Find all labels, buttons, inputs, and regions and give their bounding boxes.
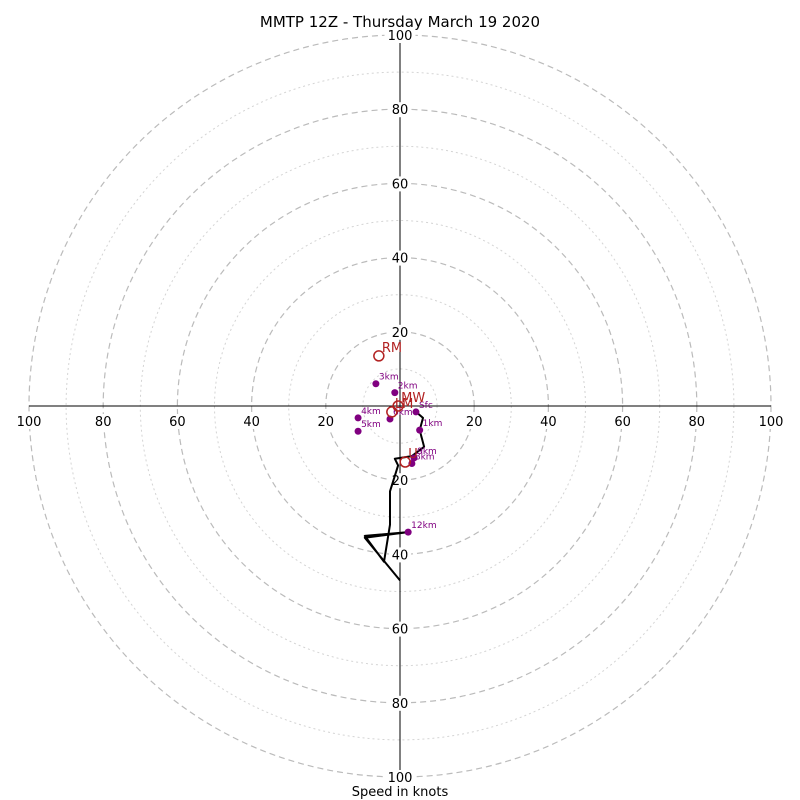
tick-left-80: 80	[95, 415, 112, 430]
point-label-Sfc: Sfc	[419, 401, 433, 411]
point-9km	[410, 454, 418, 462]
point-label-8km: 8km	[415, 453, 435, 463]
tick-left-60-bg	[166, 414, 189, 429]
x-axis-label: Speed in knots	[352, 785, 449, 800]
tick-bottom-80-bg	[389, 695, 411, 711]
tick-bottom-60-bg	[389, 621, 411, 637]
point-12km	[404, 528, 412, 536]
tick-top-20-bg	[389, 324, 411, 340]
tick-right-60: 60	[614, 415, 631, 430]
tick-right-20-bg	[463, 414, 486, 429]
tick-right-80-bg	[685, 414, 708, 429]
tick-top-40-bg	[389, 250, 411, 266]
tick-right-40: 40	[540, 415, 557, 430]
point-label-4km: 4km	[361, 407, 381, 417]
tick-left-20-bg	[314, 414, 337, 429]
tick-labels: 20 20 20 20 40 40 40 40 60 60 60 60 80 80 80 80 100 100 10…	[13, 28, 787, 786]
tick-top-60-bg	[389, 176, 411, 192]
point-2km	[391, 389, 399, 397]
marker-label-MW: MW	[401, 391, 425, 406]
tick-top-60: 60	[392, 177, 409, 192]
tick-bottom-100: 100	[388, 771, 413, 786]
tick-top-80: 80	[392, 103, 409, 118]
tick-right-40-bg	[537, 414, 560, 429]
tick-right-20: 20	[466, 415, 483, 430]
tick-left-40-bg	[240, 414, 263, 429]
marker-RM	[373, 350, 385, 362]
tick-bottom-100-bg	[384, 770, 416, 785]
point-label-12km: 12km	[411, 521, 436, 531]
point-1km	[416, 426, 424, 434]
marker-label-U: U	[408, 447, 418, 462]
point-label-3km: 3km	[379, 373, 399, 383]
tick-bottom-20: 20	[392, 474, 409, 489]
point-5km	[354, 427, 362, 435]
point-label-1km: 1km	[423, 419, 443, 429]
tick-bottom-80: 80	[392, 697, 409, 712]
marker-MW	[392, 400, 404, 412]
point-Sfc	[412, 408, 420, 416]
point-label-5km: 5km	[361, 420, 381, 430]
tick-right-80: 80	[689, 415, 706, 430]
tick-right-100: 100	[759, 415, 784, 430]
tick-left-80-bg	[92, 414, 115, 429]
marker-label-LM: LM	[395, 397, 413, 412]
tick-left-20: 20	[318, 415, 335, 430]
point-label-2km: 2km	[398, 382, 418, 392]
tick-top-100: 100	[388, 29, 413, 44]
point-4km	[354, 414, 362, 422]
chart-title: MMTP 12Z - Thursday March 19 2020	[260, 13, 540, 31]
tick-top-80-bg	[389, 102, 411, 118]
tick-left-40: 40	[243, 415, 260, 430]
tick-left-100: 100	[17, 415, 42, 430]
tick-top-20: 20	[392, 326, 409, 341]
marker-label-RM: RM	[382, 341, 402, 356]
tick-bottom-40-bg	[389, 547, 411, 563]
marker-U	[399, 456, 411, 468]
tick-top-40: 40	[392, 252, 409, 267]
tick-right-100-bg	[755, 414, 787, 429]
tick-right-60-bg	[611, 414, 634, 429]
point-label-6km: 6km	[393, 408, 413, 418]
marker-LM	[386, 406, 398, 418]
tick-bottom-40: 40	[392, 548, 409, 563]
tick-left-60: 60	[169, 415, 186, 430]
point-label-9km: 9km	[417, 447, 437, 457]
tick-top-100-bg	[384, 28, 416, 43]
tick-left-100-bg	[13, 414, 45, 429]
point-3km	[372, 380, 380, 388]
tick-bottom-60: 60	[392, 623, 409, 638]
